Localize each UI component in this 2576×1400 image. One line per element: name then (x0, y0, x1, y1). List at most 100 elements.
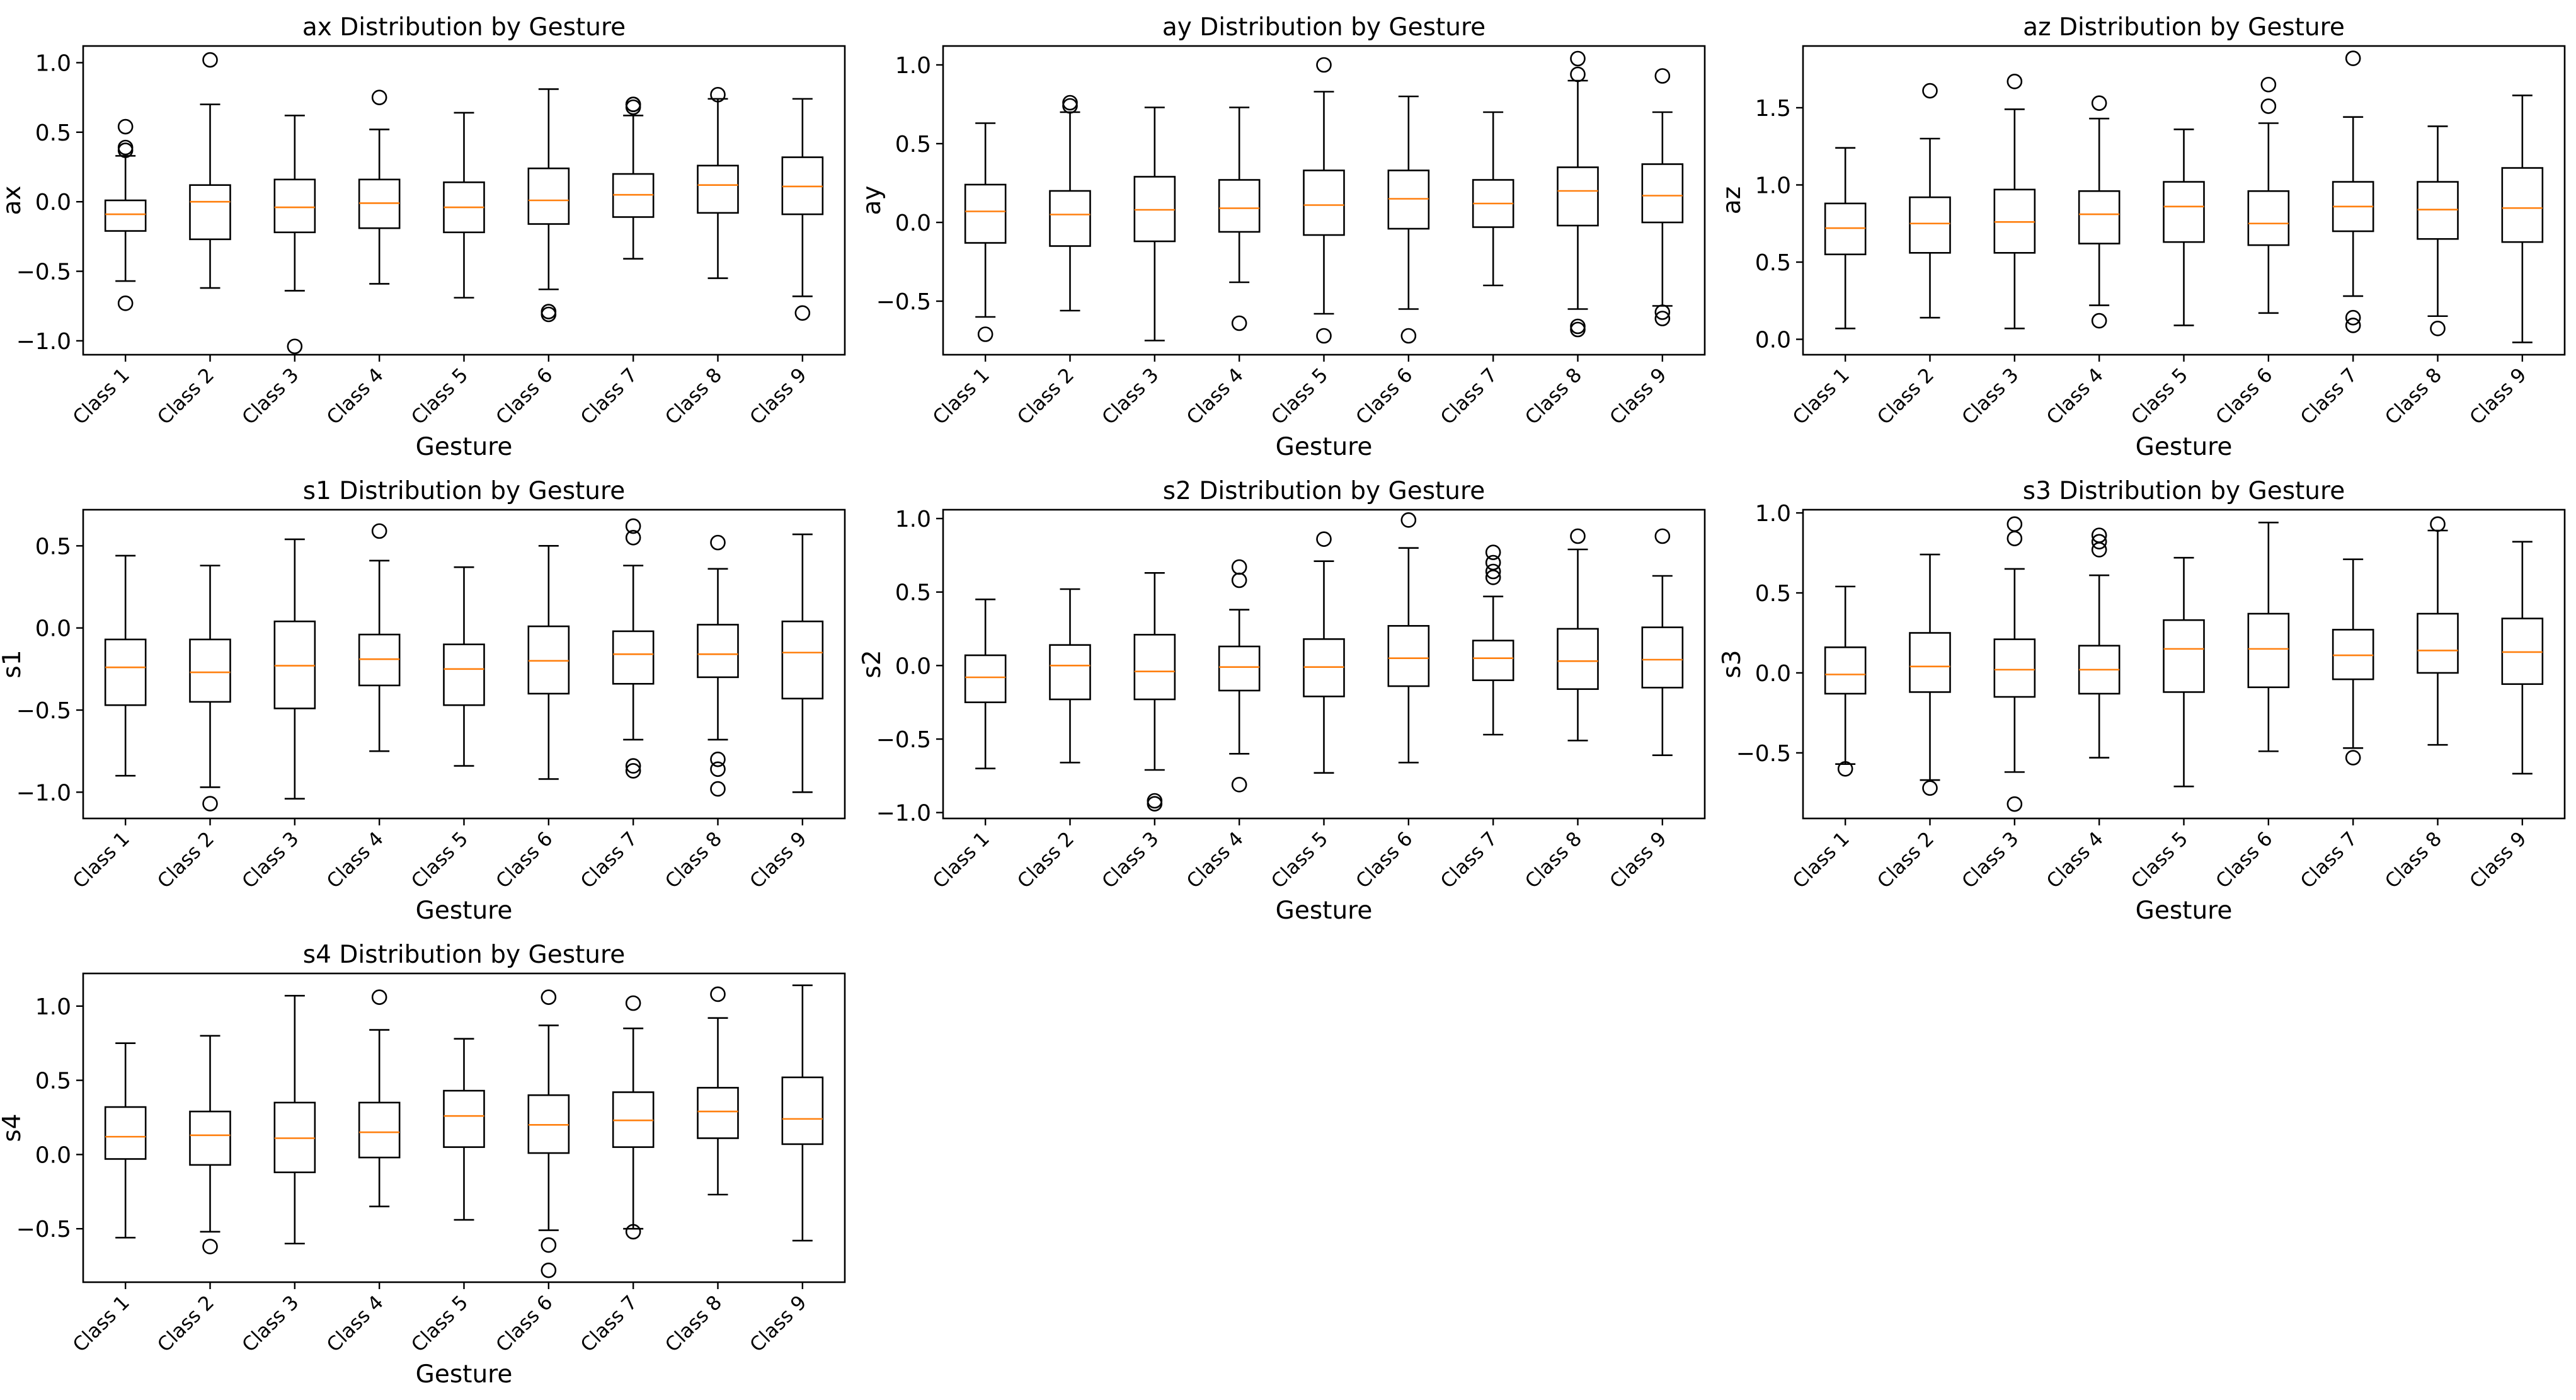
box-class-6 (2247, 76, 2290, 314)
outlier-point (371, 89, 387, 105)
iqr-box (964, 183, 1007, 244)
box-class-1 (1824, 147, 1867, 330)
iqr-box (1909, 632, 1951, 693)
outlier-point (371, 523, 387, 539)
box-class-3 (273, 115, 316, 355)
y-tick-label: 0.5 (1755, 581, 1791, 607)
x-tick-label: Class 1 (1789, 827, 1854, 893)
box-class-1 (1824, 585, 1867, 777)
y-tick-label: −0.5 (876, 727, 931, 753)
x-tick-label: Class 7 (2296, 827, 2362, 893)
x-tick-label: Class 6 (1351, 827, 1417, 893)
outlier-point (1654, 304, 1671, 320)
box-class-5 (1303, 531, 1345, 774)
outlier-point (1316, 57, 1332, 73)
outlier-point (1570, 321, 1586, 338)
x-tick-label: Class 7 (2296, 364, 2362, 429)
iqr-box (1133, 634, 1176, 701)
outlier-point (117, 295, 134, 311)
y-tick-label: −0.5 (876, 289, 931, 315)
chart-title: az Distribution by Gesture (2023, 13, 2345, 42)
iqr-box (2247, 190, 2290, 246)
outlier-point (541, 1262, 557, 1278)
iqr-box (2078, 190, 2121, 244)
iqr-box (1472, 640, 1514, 681)
iqr-box (1993, 638, 2036, 698)
iqr-box (1218, 645, 1261, 692)
x-tick-label: Class 1 (69, 827, 134, 893)
outlier-point (1570, 66, 1586, 83)
box-class-6 (1387, 512, 1430, 764)
iqr-box (104, 1106, 147, 1160)
outlier-point (2006, 516, 2023, 532)
y-axis-label: az (1718, 186, 1746, 214)
box-class-3 (1993, 74, 2036, 330)
outlier-point (1654, 68, 1671, 84)
x-tick-label: Class 8 (1521, 827, 1586, 893)
box-class-3 (1133, 572, 1176, 812)
x-tick-label: Class 8 (661, 1291, 726, 1357)
outlier-point (1231, 777, 1247, 793)
x-tick-label: Class 5 (1267, 827, 1332, 893)
box-class-7 (1472, 111, 1514, 287)
y-tick-label: 0.5 (35, 534, 71, 559)
chart-title: s3 Distribution by Gesture (2023, 477, 2345, 505)
outlier-point (710, 986, 726, 1002)
y-tick-label: −0.5 (16, 260, 71, 285)
x-tick-label: Class 8 (2381, 827, 2446, 893)
x-tick-label: Class 4 (323, 827, 388, 893)
outlier-point (541, 989, 557, 1005)
panel-az: az Distribution by Gesture 0.0 0.5 1.0 1.5 az… (1718, 13, 2566, 461)
iqr-box (104, 638, 147, 706)
y-tick-label: −1.0 (16, 780, 71, 806)
outlier-point (2091, 534, 2107, 550)
x-axis-label: Gesture (2136, 433, 2233, 461)
box-class-7 (612, 518, 655, 779)
x-tick-label: Class 5 (407, 1291, 472, 1357)
x-tick-label: Class 3 (1097, 827, 1163, 893)
x-tick-label: Class 9 (1605, 364, 1671, 429)
outlier-point (2430, 516, 2446, 532)
iqr-box (358, 1101, 401, 1159)
outlier-point (1231, 559, 1247, 575)
iqr-box (527, 625, 570, 695)
box-class-4 (1218, 106, 1261, 331)
y-axis-label: s2 (858, 650, 886, 678)
y-tick-label: 0.0 (35, 1142, 71, 1168)
outlier-point (710, 534, 726, 551)
iqr-box (964, 654, 1007, 703)
box-class-6 (2247, 522, 2290, 752)
outlier-point (1570, 528, 1586, 544)
axes-frame (82, 508, 846, 820)
outlier-point (2430, 321, 2446, 336)
iqr-box (781, 1076, 824, 1145)
iqr-box (1387, 625, 1430, 687)
x-tick-label: Class 4 (1182, 827, 1248, 893)
iqr-box (189, 638, 231, 703)
outlier-point (794, 305, 811, 321)
x-tick-label: Class 7 (1436, 364, 1502, 429)
iqr-box (443, 1089, 485, 1148)
outlier-point (371, 989, 387, 1005)
axes-frame (82, 45, 846, 356)
outlier-point (1570, 318, 1586, 335)
outlier-point (625, 96, 641, 113)
outlier-point (117, 142, 134, 158)
x-tick-label: Class 6 (491, 1291, 557, 1357)
outlier-point (2006, 796, 2023, 812)
x-tick-label: Class 5 (2127, 827, 2192, 893)
y-tick-label: 1.0 (1755, 501, 1791, 527)
y-tick-label: −0.5 (1736, 741, 1791, 767)
outlier-point (2091, 542, 2107, 558)
x-tick-label: Class 9 (745, 1291, 811, 1357)
outlier-point (1837, 760, 1853, 777)
iqr-box (273, 178, 316, 234)
y-axis-label: s1 (0, 650, 26, 678)
iqr-box (781, 620, 824, 700)
outlier-point (710, 761, 726, 777)
box-class-2 (1909, 83, 1951, 319)
iqr-box (1641, 163, 1684, 224)
outlier-point (2006, 531, 2023, 546)
x-tick-label: Class 1 (929, 827, 994, 893)
box-class-5 (2163, 556, 2205, 788)
